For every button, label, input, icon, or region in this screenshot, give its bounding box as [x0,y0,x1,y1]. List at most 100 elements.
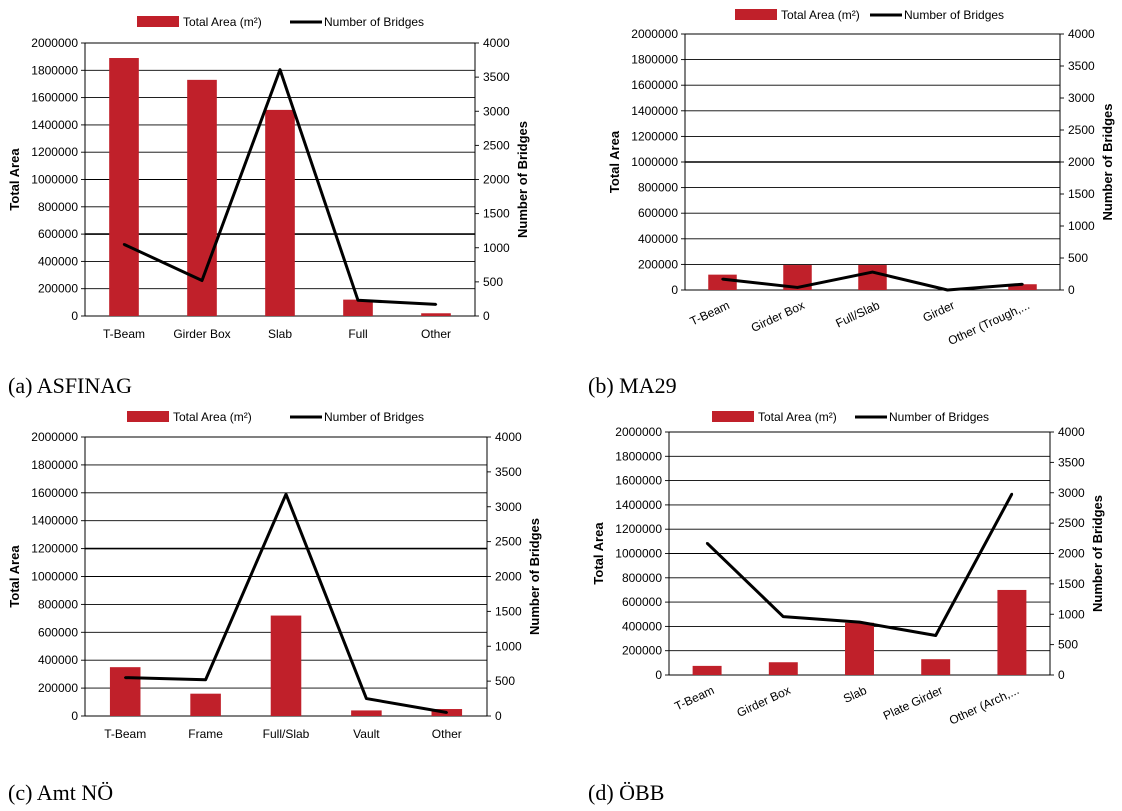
bar-total-area [421,313,451,316]
y-tick-label: 600000 [38,625,78,639]
y2-tick-label: 1500 [1068,187,1095,201]
y-tick-label: 400000 [38,653,78,667]
bar-total-area [351,710,382,716]
y2-tick-label: 4000 [1068,27,1095,41]
y-tick-label: 1400000 [31,514,78,528]
y-tick-label: 1600000 [31,91,78,105]
y-axis-title: Total Area [7,545,22,608]
y-tick-label: 200000 [638,257,678,271]
line-point [200,279,204,282]
y-tick-label: 800000 [38,200,78,214]
x-tick-label: Full/Slab [263,727,310,741]
y2-tick-label: 3500 [495,465,522,479]
legend-bar-label: Total Area (m²) [173,410,252,424]
x-tick-label: Girder [921,298,957,325]
y2-tick-label: 3500 [1068,59,1095,73]
bar-total-area [265,109,295,316]
y-tick-label: 1200000 [31,145,78,159]
panel-caption: (d) ÖBB [588,780,664,805]
y2-tick-label: 3000 [495,500,522,514]
y-tick-label: 1000000 [631,155,678,169]
line-point [1010,492,1014,496]
y-tick-label: 200000 [38,681,78,695]
line-point [946,288,949,292]
line-point [204,678,207,681]
y2-tick-label: 3000 [1058,486,1085,500]
line-point [782,615,785,618]
y2-axis-title: Number of Bridges [527,518,542,635]
y-tick-label: 600000 [38,227,78,241]
y-tick-label: 1400000 [615,498,662,512]
y-tick-label: 1800000 [631,53,678,67]
y2-tick-label: 1000 [1068,219,1095,233]
y2-tick-label: 0 [1068,283,1075,297]
x-tick-label: Full [348,327,367,341]
bar-total-area [708,274,737,290]
y2-tick-label: 1000 [483,241,510,255]
y-tick-label: 1800000 [615,449,662,463]
y2-tick-label: 0 [495,709,502,723]
bar-total-area [1008,284,1037,290]
legend-bar-swatch [735,9,777,20]
y-tick-label: 0 [71,709,78,723]
y-tick-label: 0 [655,668,662,682]
line-point [1021,283,1024,286]
bar-total-area [190,693,221,716]
y-tick-label: 2000000 [615,425,662,439]
line-point [284,492,288,496]
x-tick-label: Vault [353,727,380,741]
x-tick-label: T-Beam [104,727,146,741]
y2-tick-label: 3500 [483,70,510,84]
y-tick-label: 1400000 [31,118,78,132]
y-tick-label: 0 [671,283,678,297]
y2-tick-label: 500 [1058,638,1078,652]
x-tick-label: Other (Trough,... [946,298,1032,348]
y2-tick-label: 3000 [1068,91,1095,105]
legend-bar-label: Total Area (m²) [781,8,860,22]
y2-tick-label: 500 [483,275,503,289]
y2-tick-label: 1500 [1058,577,1085,591]
y2-tick-label: 500 [1068,251,1088,265]
y-tick-label: 1200000 [31,542,78,556]
y-tick-label: 1200000 [631,129,678,143]
y-tick-label: 1400000 [631,104,678,118]
line-point [721,277,724,281]
y2-tick-label: 1000 [1058,607,1085,621]
y-tick-label: 1000000 [31,570,78,584]
y2-tick-label: 2500 [1068,123,1095,137]
legend-bar-swatch [127,411,169,422]
y-tick-label: 0 [71,309,78,323]
bar-total-area [343,299,373,316]
legend-line-label: Number of Bridges [889,410,989,424]
y-tick-label: 600000 [622,595,662,609]
panel-caption: (b) MA29 [588,373,677,398]
legend-line-label: Number of Bridges [904,8,1004,22]
y2-tick-label: 2000 [1068,155,1095,169]
y2-axis-title: Number of Bridges [515,121,530,238]
y-tick-label: 1600000 [31,486,78,500]
y-tick-label: 1000000 [615,547,662,561]
y-tick-label: 400000 [622,619,662,633]
bar-total-area [768,662,798,675]
y-tick-label: 2000000 [31,430,78,444]
y2-tick-label: 2000 [495,570,522,584]
x-tick-label: Frame [188,727,223,741]
line-point [871,270,874,274]
bar-total-area [921,659,951,675]
line-point [705,541,709,545]
bar-total-area [109,58,139,316]
y-axis-title: Total Area [7,148,22,211]
y2-tick-label: 1500 [483,207,510,221]
y2-tick-label: 2500 [1058,516,1085,530]
y-tick-label: 2000000 [631,27,678,41]
y-tick-label: 1600000 [631,78,678,92]
x-tick-label: T-Beam [103,327,145,341]
y-tick-label: 800000 [622,571,662,585]
legend-bar-swatch [137,16,179,27]
x-tick-label: Slab [268,327,292,341]
y-tick-label: 1800000 [31,458,78,472]
chart-panel-2: 0 200000 400000 600000 800000 1000000 1200000 1… [7,410,542,805]
y-tick-label: 1600000 [615,474,662,488]
y2-axis-title: Number of Bridges [1100,103,1115,220]
y2-tick-label: 0 [1058,668,1065,682]
